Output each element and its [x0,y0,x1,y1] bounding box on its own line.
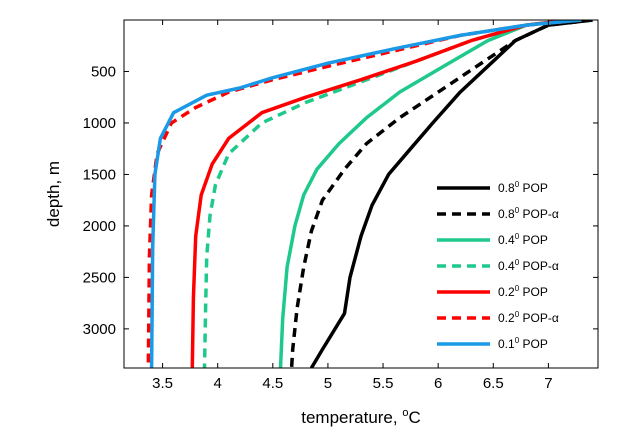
x-tick-label: 4.5 [262,375,283,392]
legend-label-4: 0.20 POP [498,284,548,299]
series-line-1 [289,20,593,368]
series-line-6 [149,20,582,368]
legend-label-2: 0.40 POP [498,232,548,247]
x-tick-label: 7 [544,375,552,392]
y-axis-label: depth, m [44,161,63,227]
plot-frame [123,19,599,369]
legend-label-3: 0.40 POP-α [498,258,559,273]
series-layer [146,20,593,368]
legend-label-0: 0.80 POP [498,180,548,195]
tick-layer: 3.5 4 4.5 5 5.5 6 6.5 7 500 1000 1500 2000 2500 3000 [83,20,598,392]
legend: 0.80 POP 0.80 POP-α 0.40 POP 0.40 POP-α 0.20… [437,180,559,351]
legend-label-1: 0.80 POP-α [498,206,559,221]
y-tick-label: 500 [91,63,116,80]
series-line-4 [190,20,571,368]
y-tick-label: 3000 [83,321,116,338]
x-axis-label: temperature, oC [301,407,421,427]
x-tick-label: 5.5 [373,375,394,392]
x-tick-label: 5 [324,375,332,392]
legend-label-6: 0.10 POP [498,336,548,351]
y-tick-label: 2000 [83,218,116,235]
series-line-0 [309,20,593,368]
y-tick-label: 1500 [83,166,116,183]
x-tick-label: 6.5 [483,375,504,392]
legend-label-5: 0.20 POP-α [498,310,559,325]
x-tick-label: 3.5 [152,375,173,392]
y-tick-label: 2500 [83,269,116,286]
y-tick-label: 1000 [83,115,116,132]
x-tick-label: 4 [214,375,222,392]
series-line-2 [278,20,571,368]
x-tick-label: 6 [434,375,442,392]
